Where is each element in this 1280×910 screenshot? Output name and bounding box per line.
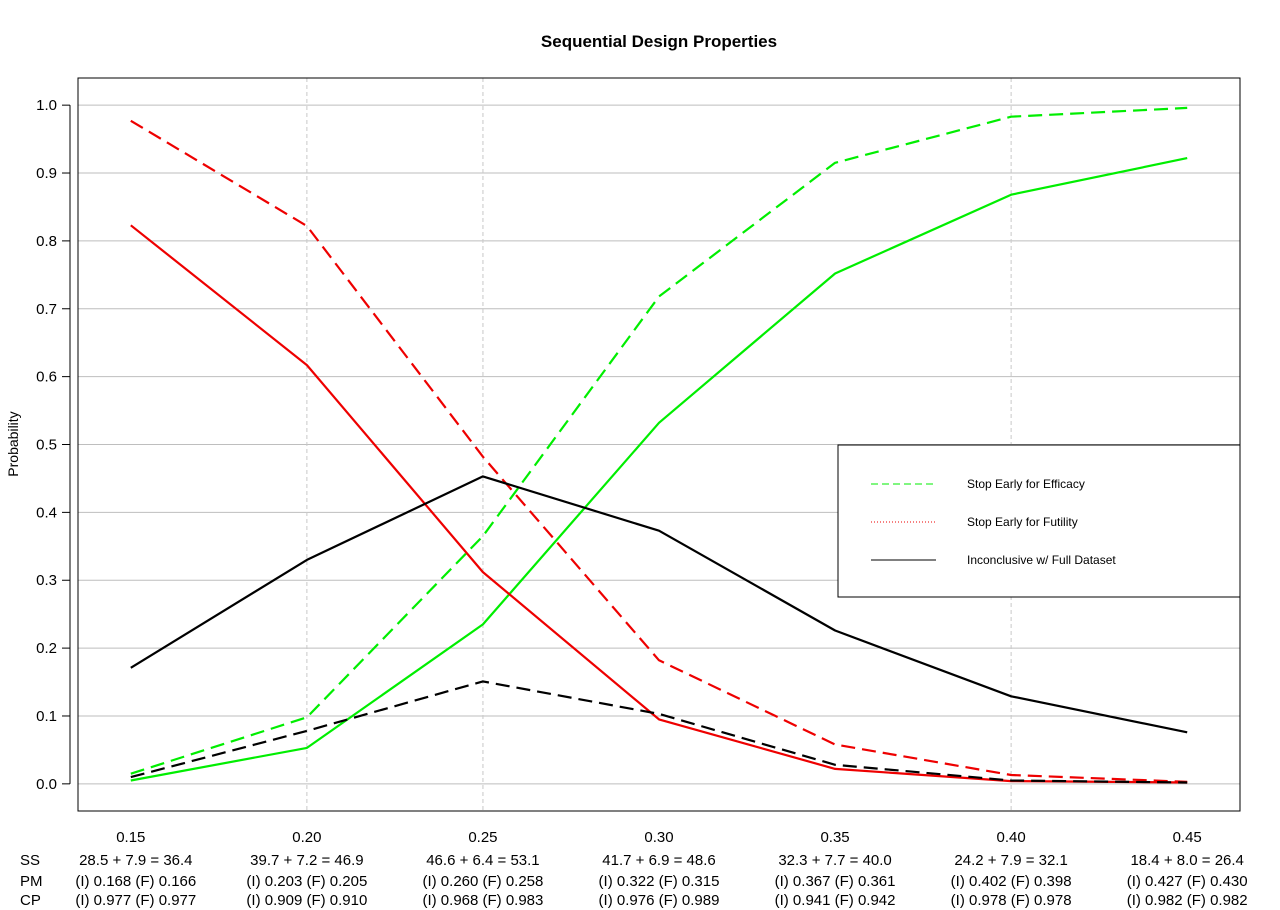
y-tick-label: 0.5: [36, 437, 57, 454]
x-tick-label: 0.45: [1173, 829, 1202, 846]
legend-label: Inconclusive w/ Full Dataset: [967, 553, 1116, 567]
y-tick-label: 0.7: [36, 301, 57, 318]
legend-label: Stop Early for Futility: [967, 515, 1078, 529]
table-cell: 32.3 + 7.7 = 40.0: [778, 852, 891, 869]
x-tick-label: 0.35: [820, 829, 849, 846]
table-cell: (I) 0.978 (F) 0.978: [951, 892, 1072, 909]
table-row-label: PM: [20, 873, 43, 890]
y-tick-label: 0.4: [36, 504, 57, 521]
y-tick-label: 1.0: [36, 97, 57, 114]
y-tick-label: 0.1: [36, 708, 57, 725]
chart-title: Sequential Design Properties: [541, 32, 777, 51]
y-axis-label: Probability: [5, 411, 21, 476]
series-line: [130, 680, 1188, 784]
x-tick-label: 0.20: [292, 829, 321, 846]
x-tick-label: 0.25: [468, 829, 497, 846]
table-cell: 46.6 + 6.4 = 53.1: [426, 852, 539, 869]
y-tick-label: 0.2: [36, 640, 57, 657]
y-tick-label: 0.0: [36, 776, 57, 793]
y-axis: 0.0 0.1 0.2 0.3 0.4 0.5 0.6 0.7 0.8 0.9 1.0: [36, 97, 71, 793]
table-cell: (I) 0.977 (F) 0.977: [75, 892, 196, 909]
series-line: [130, 157, 1188, 782]
table-cell: (I) 0.203 (F) 0.205: [246, 873, 367, 890]
table-cell: (I) 0.367 (F) 0.361: [775, 873, 896, 890]
design-table: SS 28.5 + 7.9 = 36.4 39.7 + 7.2 = 46.9 46.6…: [20, 852, 1248, 909]
table-cell: (I) 0.982 (F) 0.982: [1127, 892, 1248, 909]
table-cell: (I) 0.941 (F) 0.942: [775, 892, 896, 909]
series-line: [130, 119, 1188, 783]
x-tick-label: 0.30: [644, 829, 673, 846]
y-tick-label: 0.8: [36, 233, 57, 250]
y-tick-label: 0.6: [36, 369, 57, 386]
series-lines: [130, 106, 1188, 784]
table-cell: (I) 0.260 (F) 0.258: [422, 873, 543, 890]
table-cell: (I) 0.909 (F) 0.910: [246, 892, 367, 909]
table-cell: 28.5 + 7.9 = 36.4: [79, 852, 192, 869]
table-cell: (I) 0.168 (F) 0.166: [75, 873, 196, 890]
table-row-label: SS: [20, 852, 40, 869]
y-tick-label: 0.3: [36, 572, 57, 589]
table-cell: (I) 0.968 (F) 0.983: [422, 892, 543, 909]
table-cell: (I) 0.322 (F) 0.315: [599, 873, 720, 890]
x-axis-tick-labels: 0.15 0.20 0.25 0.30 0.35 0.40 0.45: [116, 829, 1202, 846]
x-tick-label: 0.40: [997, 829, 1026, 846]
table-cell: (I) 0.402 (F) 0.398: [951, 873, 1072, 890]
table-cell: 41.7 + 6.9 = 48.6: [602, 852, 715, 869]
legend-box: [837, 444, 1241, 598]
table-cell: 39.7 + 7.2 = 46.9: [250, 852, 363, 869]
x-tick-label: 0.15: [116, 829, 145, 846]
table-cell: 18.4 + 8.0 = 26.4: [1130, 852, 1243, 869]
y-tick-label: 0.9: [36, 165, 57, 182]
table-cell: (I) 0.427 (F) 0.430: [1127, 873, 1248, 890]
table-row-label: CP: [20, 892, 41, 909]
series-line: [130, 475, 1188, 734]
table-cell: (I) 0.976 (F) 0.989: [599, 892, 720, 909]
table-cell: 24.2 + 7.9 = 32.1: [954, 852, 1067, 869]
series-line: [130, 106, 1188, 775]
legend: Stop Early for Efficacy Stop Early for Fu…: [837, 444, 1241, 598]
legend-label: Stop Early for Efficacy: [967, 477, 1085, 491]
